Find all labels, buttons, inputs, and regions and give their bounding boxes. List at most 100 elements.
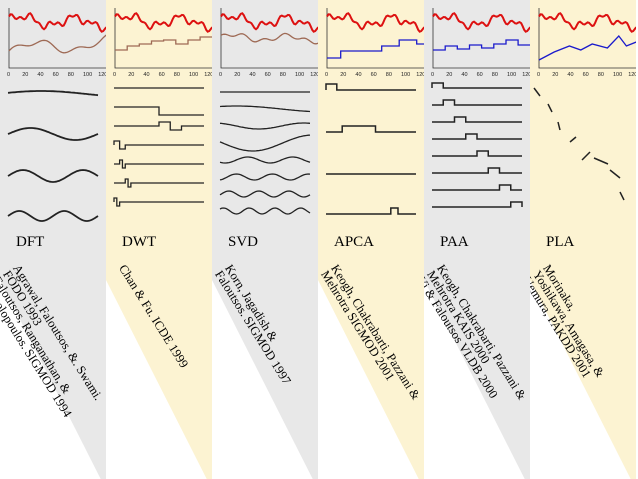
column-background	[318, 0, 424, 479]
basis-function-line	[593, 157, 609, 165]
x-tick-label: 80	[491, 72, 498, 78]
x-tick-label: 40	[461, 72, 468, 78]
column-svd: 0 20 40 60 80 100 120 SVD Korn, Jagadish & Falout…	[212, 0, 318, 479]
method-label: PAA	[440, 234, 469, 250]
basis-function-line	[7, 90, 99, 97]
x-tick-label: 100	[83, 72, 93, 78]
signal-plot	[538, 8, 636, 69]
x-tick-label: 0	[431, 72, 435, 78]
original-signal-line	[326, 12, 424, 33]
x-tick-label: 120	[416, 72, 424, 78]
x-tick-label: 0	[537, 72, 541, 78]
x-tick-label: 80	[597, 72, 604, 78]
basis-function-line	[432, 150, 522, 157]
axes	[114, 8, 212, 69]
basis-functions	[219, 91, 311, 215]
column-background	[212, 0, 318, 479]
x-tick-label: 120	[310, 72, 318, 78]
basis-function-line	[533, 87, 541, 97]
column-background	[106, 0, 212, 479]
basis-function-line	[219, 207, 311, 215]
x-tick-label: 0	[113, 72, 117, 78]
basis-function-line	[219, 134, 311, 152]
basis-function-line	[557, 121, 561, 131]
approximation-line	[8, 34, 106, 54]
x-tick-label: 60	[476, 72, 483, 78]
x-tick-label: 0	[219, 72, 223, 78]
basis-function-line	[432, 133, 522, 140]
column-background	[530, 0, 636, 479]
x-tick-label: 60	[370, 72, 377, 78]
x-tick-label: 80	[67, 72, 74, 78]
x-tick-label: 20	[234, 72, 241, 78]
basis-function-line	[581, 151, 591, 161]
basis-functions	[325, 83, 416, 215]
x-tick-label: 80	[279, 72, 286, 78]
basis-function-line	[432, 201, 523, 208]
x-tick-label: 60	[582, 72, 589, 78]
x-tick-label: 20	[340, 72, 347, 78]
approximation-line	[327, 39, 424, 59]
basis-function-line	[432, 116, 522, 123]
x-tick-label: 120	[522, 72, 530, 78]
signal-plot	[432, 8, 530, 69]
basis-function-line	[432, 184, 522, 191]
column-dft: 0 20 40 60 80 100 120 DFT Agrawal, Faloutsos, &.…	[0, 0, 106, 479]
x-tick-label: 40	[355, 72, 362, 78]
basis-function-line	[114, 106, 204, 116]
basis-function-line	[219, 173, 311, 181]
x-tick-label: 40	[37, 72, 44, 78]
basis-function-line	[219, 190, 311, 198]
x-tick-label: 80	[173, 72, 180, 78]
x-tick-label: 20	[552, 72, 559, 78]
basis-function-line	[114, 159, 204, 169]
x-tick-label: 20	[446, 72, 453, 78]
basis-function-line	[219, 105, 311, 113]
x-tick-label: 60	[52, 72, 59, 78]
basis-function-line	[219, 156, 311, 164]
x-tick-label: 80	[385, 72, 392, 78]
basis-function-line	[7, 169, 99, 183]
basis-function-line	[113, 197, 204, 207]
x-tick-label: 100	[613, 72, 623, 78]
x-tick-label: 20	[22, 72, 29, 78]
axes	[432, 8, 530, 69]
column-paa: 0 20 40 60 80 100 120 PAA Keogh, Chakrabarti, Pa…	[424, 0, 530, 479]
x-tick-label: 20	[128, 72, 135, 78]
column-pla: 0 20 40 60 80 100 120 PLA Morinaka, Yoshikawa, Am…	[530, 0, 636, 479]
basis-function-line	[219, 122, 311, 130]
x-tick-label: 100	[507, 72, 517, 78]
method-label: DWT	[122, 234, 157, 250]
basis-functions	[533, 87, 625, 201]
signal-plot	[326, 8, 424, 69]
original-signal-line	[432, 12, 530, 33]
x-tick-label: 100	[295, 72, 305, 78]
method-label: APCA	[334, 234, 375, 250]
method-label: DFT	[16, 234, 45, 250]
x-tick-label: 100	[401, 72, 411, 78]
method-label: PLA	[546, 234, 575, 250]
original-signal-line	[220, 12, 318, 33]
approximation-line	[115, 36, 212, 51]
x-tick-label: 0	[325, 72, 329, 78]
approximation-line	[538, 34, 636, 61]
basis-function-line	[326, 207, 416, 215]
column-dwt: 0 20 40 60 80 100 120 DWT Chan & Fu. ICDE 1999	[106, 0, 212, 479]
x-tick-label: 60	[158, 72, 165, 78]
signal-plot	[8, 8, 106, 69]
basis-function-line	[7, 127, 99, 141]
basis-function-line	[113, 140, 204, 150]
original-signal-line	[114, 12, 212, 33]
x-tick-label: 0	[7, 72, 11, 78]
column-background	[424, 0, 530, 479]
x-tick-label: 40	[567, 72, 574, 78]
basis-function-line	[609, 169, 621, 179]
signal-plot	[114, 8, 212, 69]
signal-plot	[220, 8, 318, 69]
basis-function-line	[431, 82, 522, 89]
x-tick-label: 40	[249, 72, 256, 78]
x-tick-label: 120	[628, 72, 636, 78]
basis-function-line	[432, 167, 522, 174]
basis-function-line	[569, 136, 577, 143]
original-signal-line	[8, 12, 106, 33]
